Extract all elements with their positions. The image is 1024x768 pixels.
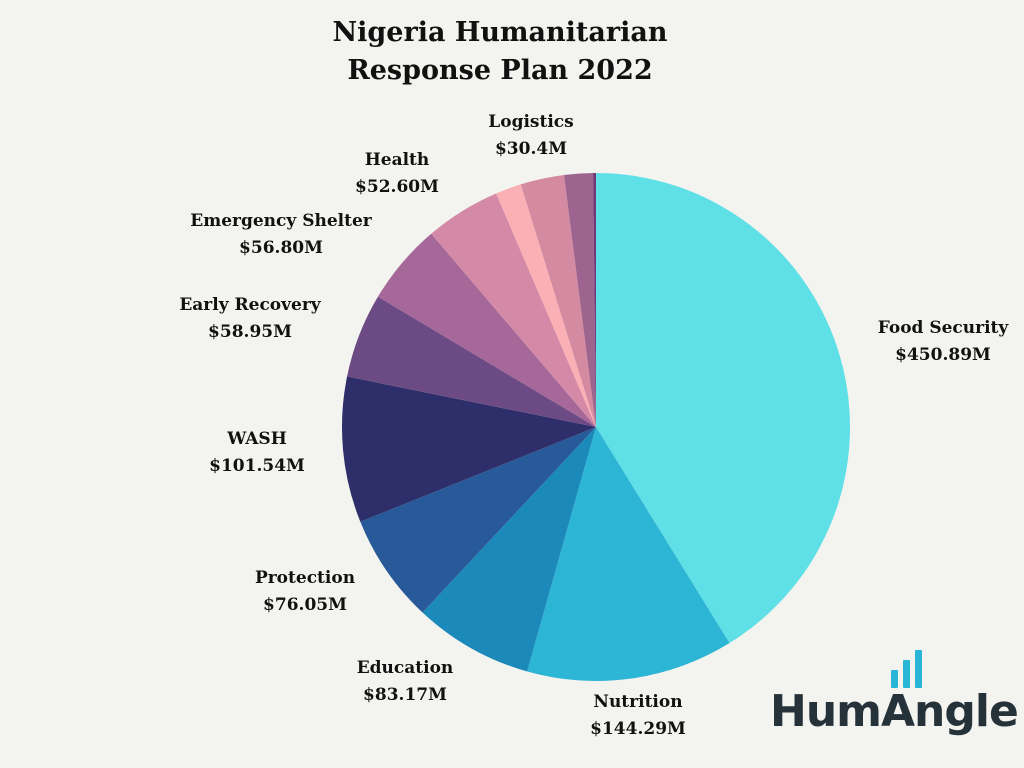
humangle-logo: HumAngle [770, 650, 1019, 750]
label-emergency-shelter: Emergency Shelter $56.80M [190, 208, 371, 262]
label-early-recovery: Early Recovery $58.95M [179, 292, 320, 346]
label-logistics: Logistics $30.4M [488, 109, 573, 163]
pie-slice-unlabeled-8 [496, 184, 596, 427]
pie-slice-health [431, 193, 596, 427]
label-value: $76.05M [263, 595, 347, 615]
label-name: Protection [254, 568, 356, 588]
label-value: $52.60M [355, 177, 439, 197]
label-nutrition: Nutrition $144.29M [590, 689, 686, 743]
label-value: $144.29M [590, 719, 686, 739]
label-value: $30.4M [494, 139, 568, 159]
label-value: $56.80M [239, 238, 323, 258]
label-value: $83.17M [363, 685, 447, 705]
label-wash: WASH $101.54M [209, 426, 305, 480]
pie-slice-wash [342, 376, 596, 522]
pie-slice-food-security [596, 173, 851, 644]
label-name: Emergency Shelter [190, 211, 372, 231]
label-health: Health $52.60M [355, 147, 439, 201]
label-name: Nutrition [593, 692, 683, 712]
pie-slice-logistics [520, 175, 596, 427]
label-name: Education [356, 658, 454, 678]
label-value: $101.54M [209, 456, 305, 476]
logo-text: HumAngle [770, 686, 1019, 737]
logo-bar-1 [891, 670, 898, 688]
pie-slice-protection [360, 427, 596, 613]
label-name: Health [364, 150, 430, 170]
chart-title-line-1: Nigeria Humanitarian [332, 17, 668, 48]
label-name: WASH [227, 429, 287, 449]
label-value: $58.95M [208, 322, 292, 342]
chart-title: Nigeria Humanitarian Response Plan 2022 [300, 14, 700, 90]
pie-slice-emergency-shelter [377, 233, 596, 427]
pie-slice-early-recovery [347, 296, 596, 427]
label-food-security: Food Security $450.89M [878, 315, 1009, 369]
label-education: Education $83.17M [357, 655, 454, 709]
label-protection: Protection $76.05M [255, 565, 355, 619]
pie-slice-unlabeled-11 [593, 173, 596, 427]
logo-bar-3 [915, 650, 922, 688]
label-name: Food Security [877, 318, 1009, 338]
chart-title-line-2: Response Plan 2022 [347, 55, 653, 86]
pie-slice-nutrition [527, 427, 730, 682]
label-value: $450.89M [895, 345, 991, 365]
pie-slice-unlabeled-10 [564, 173, 596, 427]
label-name: Logistics [488, 112, 574, 132]
logo-bar-2 [903, 660, 910, 688]
label-name: Early Recovery [179, 295, 321, 315]
pie-slice-education [422, 427, 596, 672]
